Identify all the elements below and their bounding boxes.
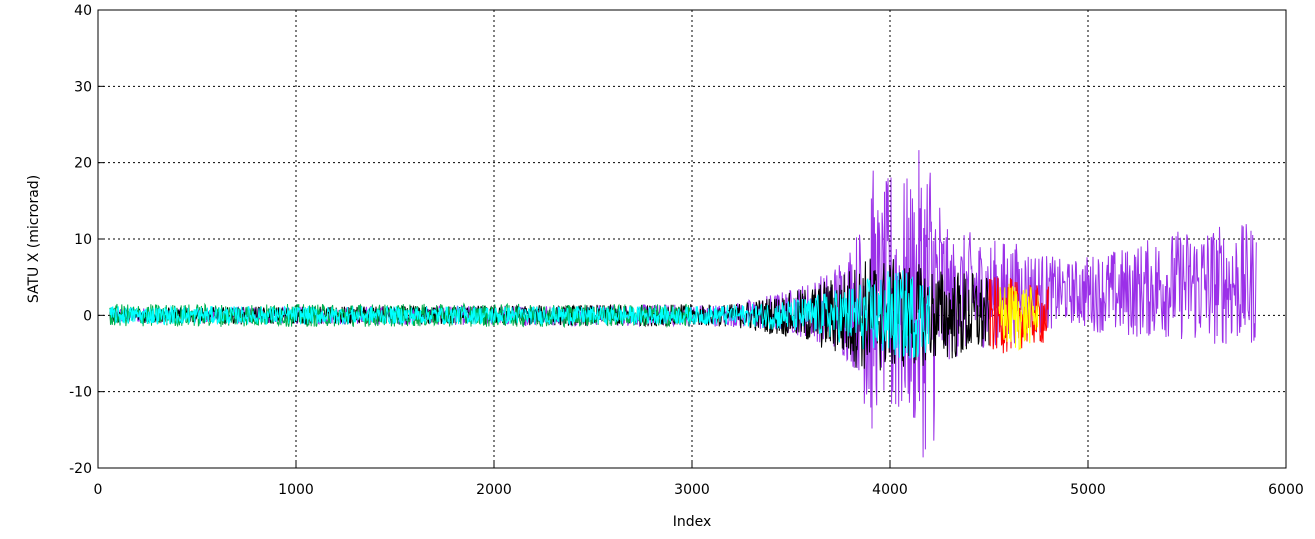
x-axis-label: Index bbox=[673, 514, 712, 530]
y-tick-label: -20 bbox=[69, 461, 92, 477]
series-layer bbox=[109, 150, 1257, 458]
x-tick-label: 6000 bbox=[1268, 482, 1304, 498]
y-tick-label: -10 bbox=[69, 385, 92, 401]
series-line bbox=[998, 283, 1039, 351]
y-tick-label: 0 bbox=[83, 308, 92, 324]
y-tick-label: 30 bbox=[74, 79, 92, 95]
x-tick-label: 3000 bbox=[674, 482, 710, 498]
x-tick-label: 2000 bbox=[476, 482, 512, 498]
y-tick-label: 40 bbox=[74, 3, 92, 19]
tick-layer: 0 1000 2000 3000 4000 5000 6000 -20 -10 0 10 20 30 40 bbox=[69, 3, 1304, 498]
y-tick-label: 20 bbox=[74, 156, 92, 172]
y-tick-label: 10 bbox=[74, 232, 92, 248]
x-tick-label: 5000 bbox=[1070, 482, 1106, 498]
series-line bbox=[109, 270, 931, 359]
y-axis-label: SATU X (microrad) bbox=[26, 175, 42, 303]
x-tick-label: 0 bbox=[94, 482, 103, 498]
x-tick-label: 1000 bbox=[278, 482, 314, 498]
plot-background bbox=[98, 10, 1286, 468]
x-tick-label: 4000 bbox=[872, 482, 908, 498]
